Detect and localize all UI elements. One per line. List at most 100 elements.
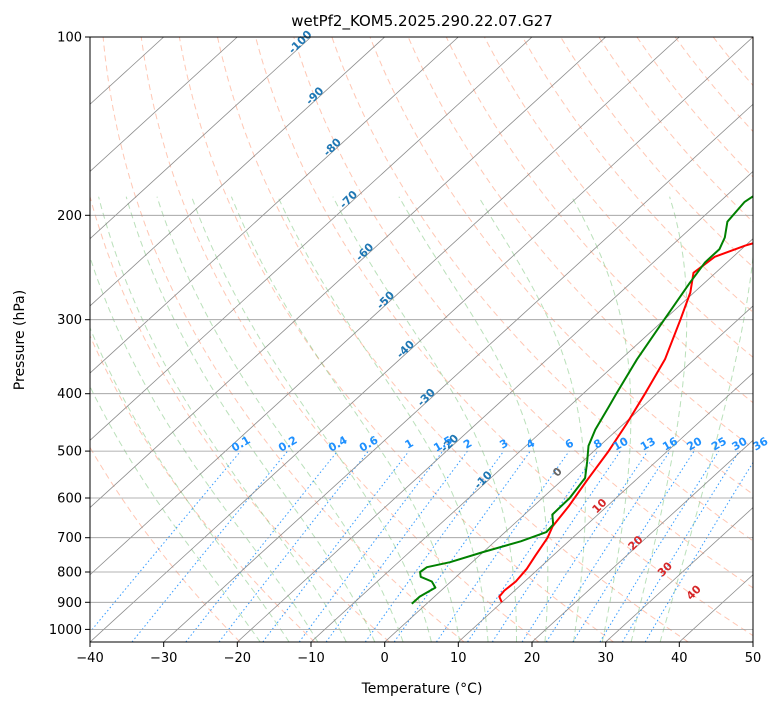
dry-adiabat-line <box>522 37 753 313</box>
moist-adiabat-line <box>630 196 688 642</box>
x-tick-label: 50 <box>745 651 762 666</box>
dry-adiabat-line <box>750 37 753 40</box>
dry-adiabat-line <box>331 37 753 542</box>
dry-adiabat-line <box>140 37 540 642</box>
isotherm-label: -60 <box>353 240 376 263</box>
mixing-ratio-line <box>644 461 753 642</box>
isotherm-label: -30 <box>415 386 438 409</box>
isotherm-line <box>458 372 753 642</box>
dry-adiabat-line <box>90 446 241 642</box>
dry-adiabat-line <box>712 37 753 87</box>
isotherm-line <box>90 37 385 307</box>
moist-adiabat-line <box>90 255 319 642</box>
mixing-ratio-label: 6 <box>563 436 576 451</box>
mixing-ratio-label: 20 <box>684 434 704 453</box>
isotherm-line <box>384 305 753 642</box>
moist-adiabat-line <box>659 252 753 642</box>
x-axis-label: Temperature (°C) <box>361 681 483 697</box>
isotherm-line <box>310 238 753 642</box>
mixing-ratio-label: 8 <box>591 437 604 452</box>
dry-adiabat-line <box>102 37 465 642</box>
dry-adiabat-line <box>178 37 614 642</box>
isotherm-line <box>90 37 606 509</box>
mixing-ratio-line <box>325 450 468 642</box>
isotherm-label: -70 <box>337 188 360 211</box>
mixing-ratio-line <box>491 450 621 642</box>
x-tick-label: −30 <box>150 651 177 666</box>
x-tick-label: 0 <box>381 651 389 666</box>
dry-adiabat-line <box>560 37 753 268</box>
x-tick-label: 40 <box>671 651 688 666</box>
y-tick-label: 800 <box>57 566 82 581</box>
y-tick-label: 900 <box>57 596 82 611</box>
moist-adiabat-line <box>478 196 586 642</box>
isotherm-line <box>90 37 312 240</box>
y-tick-label: 100 <box>57 31 82 46</box>
isotherm-line <box>90 37 238 172</box>
mixing-ratio-label: 13 <box>638 435 658 454</box>
dry-adiabat-line <box>90 334 316 642</box>
moist-adiabat-line <box>125 196 376 642</box>
dewpoint-profile-line <box>411 195 753 605</box>
moist-adiabat-line <box>230 196 461 642</box>
isotherm-label: -40 <box>394 338 417 361</box>
x-tick-label: −10 <box>297 651 324 666</box>
dry-adiabat-line <box>369 37 753 495</box>
mixing-ratio-line <box>599 450 720 642</box>
mixing-ratio-label: 16 <box>660 434 680 453</box>
dry-adiabat-line <box>445 37 753 404</box>
y-tick-label: 300 <box>57 313 82 328</box>
isotherm-line <box>90 37 459 374</box>
mixing-ratio-line <box>545 450 671 642</box>
isotherm-line <box>752 641 753 642</box>
isotherm-label: -90 <box>303 84 326 107</box>
dry-adiabat-line <box>674 37 753 133</box>
moist-adiabat-line <box>277 196 489 642</box>
mixing-ratio-line <box>572 450 695 642</box>
mixing-ratio-line <box>467 450 599 642</box>
mixing-ratio-line <box>218 450 369 642</box>
mixing-ratio-line <box>364 450 505 642</box>
moist-adiabat-line <box>156 196 404 642</box>
y-tick-label: 1000 <box>49 623 82 638</box>
mixing-ratio-line <box>131 450 288 642</box>
y-tick-label: 600 <box>57 492 82 507</box>
dry-adiabat-line <box>293 37 753 589</box>
mixing-ratio-label: 4 <box>524 436 537 451</box>
mixing-ratio-line <box>185 450 338 642</box>
mixing-ratio-line <box>298 450 444 642</box>
y-tick-label: 400 <box>57 387 82 402</box>
moist-adiabat-line <box>571 196 632 642</box>
mixing-ratio-label: 1 <box>403 437 416 452</box>
chart-title: wetPf2_KOM5.2025.290.22.07.G27 <box>291 12 553 31</box>
isotherm-line <box>605 507 753 642</box>
mixing-ratio-label: 25 <box>709 435 729 454</box>
dry-adiabat-line <box>407 37 753 449</box>
dry-adiabat-label: 40 <box>684 582 704 602</box>
dry-adiabat-line <box>255 37 753 637</box>
y-axis-label: Pressure (hPa) <box>12 290 28 390</box>
moist-adiabat-line <box>98 196 347 642</box>
x-tick-label: −40 <box>76 651 103 666</box>
isotherm-line <box>237 170 753 642</box>
x-tick-label: 10 <box>450 651 467 666</box>
profile-lines <box>411 195 753 605</box>
plot-frame <box>89 36 754 643</box>
dry-adiabat-label: 10 <box>590 496 610 516</box>
mixing-ratio-line <box>90 450 242 633</box>
background-lines <box>90 37 753 642</box>
dry-adiabat-line <box>483 37 753 358</box>
mixing-ratio-line <box>621 450 740 642</box>
isotherm-label: -50 <box>374 288 397 311</box>
dry-adiabat-label: 30 <box>655 559 675 579</box>
mixing-ratio-label: 10 <box>611 434 631 453</box>
mixing-ratio-line <box>435 450 570 642</box>
isotherm-line <box>531 439 753 642</box>
moist-adiabat-line <box>191 196 432 642</box>
dry-adiabat-line <box>598 37 753 223</box>
dry-adiabat-line <box>217 37 689 642</box>
x-tick-label: −20 <box>224 651 251 666</box>
isotherm-line <box>90 37 753 642</box>
isotherm-line <box>163 103 753 642</box>
